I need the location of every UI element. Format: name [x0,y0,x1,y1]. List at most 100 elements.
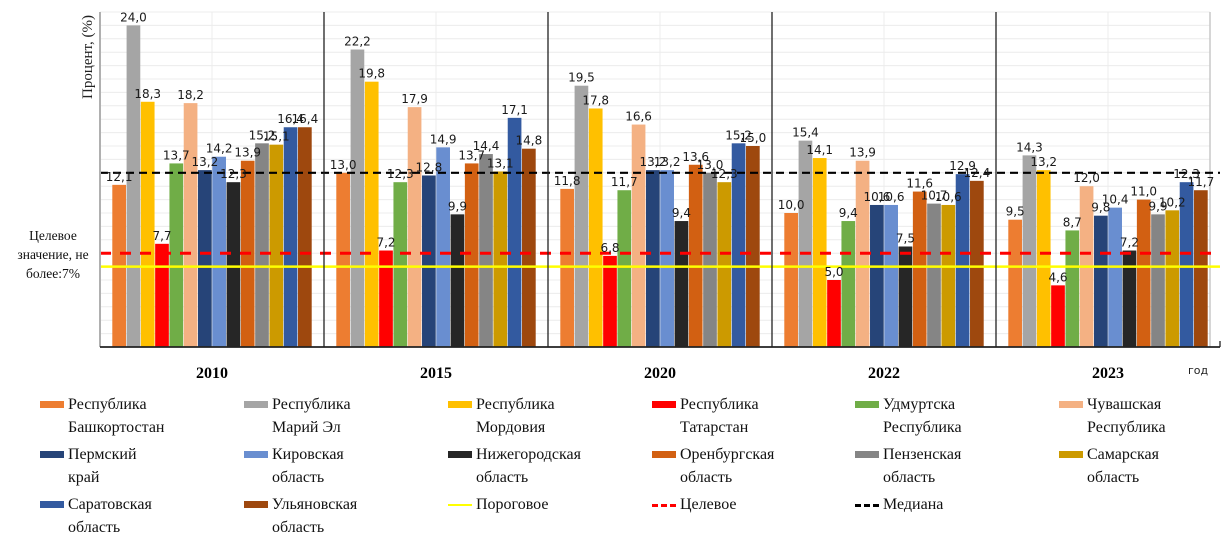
legend-swatch [448,401,472,408]
legend-swatch [652,451,676,458]
bar [169,163,184,347]
data-label: 9,8 [1091,201,1110,215]
bar [827,280,841,347]
legend-label: Ульяновская область [272,496,358,536]
data-label: 18,2 [177,88,204,102]
legend-item: Республика Башкортостан [40,393,165,439]
legend-label: Целевое [680,496,737,513]
bar [574,85,589,347]
bar [884,204,898,347]
legend-label: Кировская область [272,446,344,486]
bar [255,143,269,347]
bar [955,174,970,347]
bar [379,250,393,347]
data-label: 10,6 [878,190,905,204]
bar [1022,155,1037,347]
bar [703,172,717,347]
data-label: 15,1 [263,130,290,144]
bar [560,188,574,347]
data-label: 17,1 [501,103,528,117]
bar [660,170,674,347]
bar [1051,285,1065,347]
legend-swatch [244,401,268,408]
bar [841,221,856,347]
x-tick-label: 2015 [420,365,452,382]
bar [507,117,522,347]
legend-item: Самарская область [1059,443,1159,489]
bar [1108,207,1122,347]
bar [140,101,155,347]
legend-item: Кировская область [244,443,344,489]
bar [674,221,689,347]
data-label: 24,0 [120,10,147,24]
bar [283,127,298,348]
legend-swatch [855,401,879,408]
bar [336,172,350,347]
data-label: 12,3 [220,167,247,181]
data-label: 22,2 [344,35,371,49]
legend-item: Ульяновская область [244,493,357,539]
bar [493,171,508,347]
bar [784,213,798,347]
data-label: 11,7 [611,175,638,189]
data-label: 13,0 [330,158,357,172]
legend-swatch [40,501,64,508]
bar [1165,210,1180,347]
bar [1065,230,1080,347]
legend-label: Саратовская область [68,496,152,536]
legend: Республика Башкортостан Республика Марий … [0,393,1231,543]
bar [603,255,617,347]
data-label: 14,3 [1016,140,1043,154]
bar [1194,190,1208,347]
bar [970,180,984,347]
x-tick-label: 2020 [644,365,676,382]
data-label: 8,7 [1063,215,1082,229]
bar [183,103,198,348]
bar [126,25,141,348]
legend-swatch [448,504,472,506]
bar [717,182,732,347]
bar [941,204,956,347]
axes [99,12,1221,348]
bars [112,25,1208,348]
data-label: 11,0 [1130,185,1157,199]
data-label: 13,7 [458,148,485,162]
data-label: 13,2 [639,155,666,169]
x-tick-label: 2022 [868,365,900,382]
legend-swatch [1059,401,1083,408]
legend-label: Республика Башкортостан [68,396,165,436]
bar [1122,250,1137,347]
data-label: 9,4 [672,206,691,220]
data-label: 17,9 [401,92,428,106]
legend-item: Республика Марий Эл [244,393,351,439]
bar [479,154,493,347]
bar [422,175,436,347]
x-tick-label: 2010 [196,365,228,382]
data-label: 7,2 [1120,236,1139,250]
legend-label: Пороговое [476,496,549,513]
data-label: 10,2 [1159,195,1186,209]
bar [226,182,241,347]
legend-item: Пермский край [40,443,137,489]
bar [746,146,760,347]
legend-label: Удмуртска Республика [883,396,962,436]
bar [798,140,813,347]
bar [436,147,450,347]
legend-label: Оренбургская область [680,446,775,486]
legend-item: Нижегородская область [448,443,581,489]
bar [1094,215,1108,347]
bar [407,107,422,347]
legend-item: Целевое [652,493,736,516]
data-label: 13,1 [487,156,514,170]
data-label: 10,0 [778,198,805,212]
data-label: 13,9 [849,146,876,160]
bar [212,156,226,347]
data-label: 12,1 [106,170,133,184]
data-labels: 12,113,011,810,0 9,524,022,219,515,414,31… [106,10,1214,284]
bar [688,164,703,347]
legend-label: Республика Мордовия [476,396,555,436]
legend-swatch [855,451,879,458]
data-label: 13,2 [654,155,681,169]
legend-label: Пензенская область [883,446,962,486]
data-label: 11,6 [906,177,933,191]
